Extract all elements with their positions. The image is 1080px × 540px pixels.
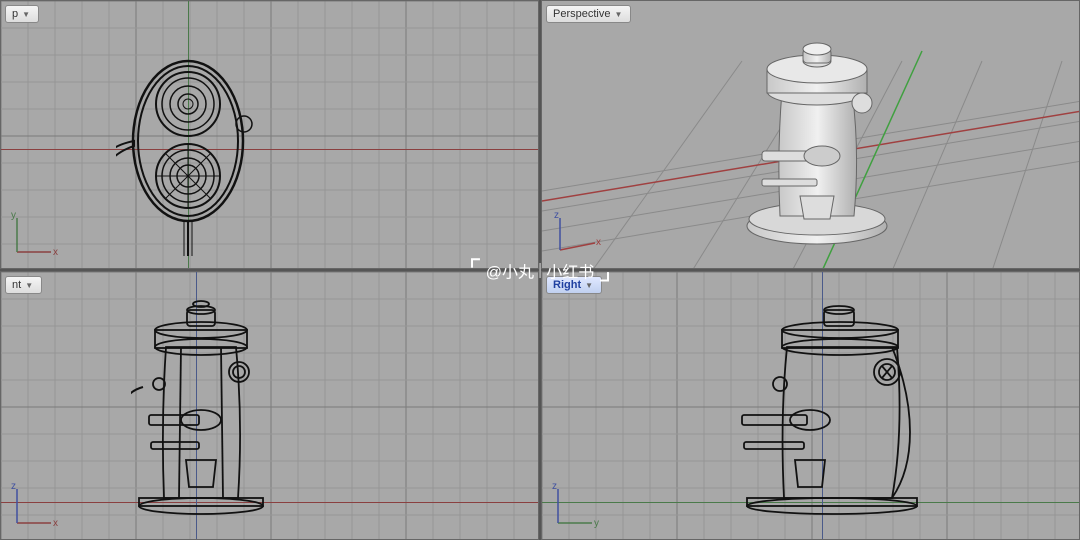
svg-text:z: z: [554, 210, 559, 221]
viewport-front[interactable]: nt ▼ x z: [0, 271, 539, 540]
svg-text:x: x: [53, 247, 58, 258]
viewport-perspective[interactable]: Perspective ▼: [541, 0, 1080, 269]
dropdown-icon: ▼: [585, 281, 593, 290]
viewport-label-text: Perspective: [553, 8, 610, 20]
model-top-wireframe: [116, 46, 286, 256]
model-front-wireframe: [131, 292, 291, 517]
viewport-label-front[interactable]: nt ▼: [5, 276, 42, 294]
axis-widget-top: x y: [9, 210, 59, 260]
viewport-label-text: p: [12, 8, 18, 20]
dropdown-icon: ▼: [22, 10, 30, 19]
viewport-label-text: nt: [12, 279, 21, 291]
model-right-wireframe: [732, 292, 942, 517]
svg-text:z: z: [11, 481, 16, 492]
viewport-label-perspective[interactable]: Perspective ▼: [546, 5, 631, 23]
viewport-top[interactable]: p ▼ x y: [0, 0, 539, 269]
viewport-right[interactable]: Right ▼ y z: [541, 271, 1080, 540]
svg-text:z: z: [552, 481, 557, 492]
svg-text:x: x: [53, 518, 58, 529]
viewport-label-text: Right: [553, 279, 581, 291]
svg-text:x: x: [596, 237, 601, 248]
svg-text:y: y: [594, 518, 599, 529]
viewport-label-top[interactable]: p ▼: [5, 5, 39, 23]
axis-widget-right: y z: [550, 481, 600, 531]
svg-text:y: y: [11, 210, 16, 221]
axis-widget-front: x z: [9, 481, 59, 531]
axis-widget-perspective: x z: [550, 210, 605, 260]
model-perspective-shaded: [732, 21, 932, 251]
dropdown-icon: ▼: [25, 281, 33, 290]
viewport-label-right[interactable]: Right ▼: [546, 276, 602, 294]
dropdown-icon: ▼: [614, 10, 622, 19]
